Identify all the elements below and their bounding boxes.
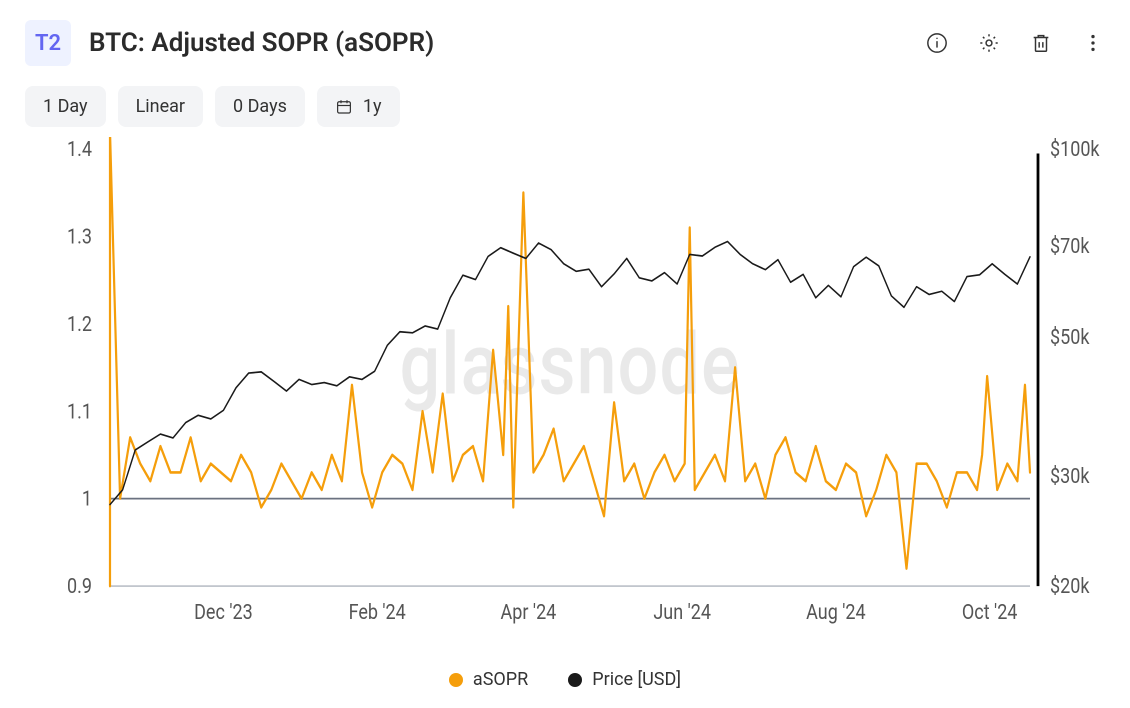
svg-text:1.3: 1.3: [67, 224, 92, 249]
svg-text:Apr '24: Apr '24: [501, 600, 557, 625]
ma-label: 0 Days: [233, 96, 287, 117]
svg-text:1.1: 1.1: [67, 399, 92, 424]
legend-item[interactable]: aSOPR: [449, 669, 528, 690]
svg-text:Jun '24: Jun '24: [653, 600, 711, 625]
tier-badge: T2: [25, 20, 71, 66]
svg-text:$20k: $20k: [1050, 574, 1089, 599]
svg-text:glassnode: glassnode: [399, 316, 740, 415]
resolution-select[interactable]: 1 Day: [25, 86, 106, 127]
legend-label: Price [USD]: [592, 669, 681, 690]
resolution-label: 1 Day: [43, 96, 88, 117]
svg-text:$30k: $30k: [1050, 464, 1089, 489]
trash-icon[interactable]: [1029, 31, 1053, 55]
svg-text:Oct '24: Oct '24: [962, 600, 1017, 625]
svg-text:1.2: 1.2: [67, 311, 92, 336]
more-icon[interactable]: [1081, 31, 1105, 55]
scale-label: Linear: [136, 96, 185, 117]
chart-title: BTC: Adjusted SOPR (aSOPR): [89, 28, 925, 58]
chart-controls: 1 Day Linear 0 Days 1y: [0, 86, 1130, 137]
chart-legend: aSOPR Price [USD]: [0, 657, 1130, 708]
header-actions: [925, 31, 1105, 55]
legend-label: aSOPR: [473, 669, 528, 690]
svg-text:Dec '23: Dec '23: [194, 600, 253, 625]
svg-text:Feb '24: Feb '24: [349, 600, 406, 625]
range-select[interactable]: 1y: [317, 86, 400, 127]
chart-area: glassnode 0.9 1 1.1 1.2 1.3 1.4 $20k $30k $50k $70…: [0, 137, 1130, 657]
svg-text:$100k: $100k: [1050, 137, 1100, 161]
range-label: 1y: [363, 96, 382, 117]
scale-select[interactable]: Linear: [118, 86, 203, 127]
svg-text:Aug '24: Aug '24: [806, 600, 865, 625]
legend-dot: [568, 673, 582, 687]
gear-icon[interactable]: [977, 31, 1001, 55]
legend-dot: [449, 673, 463, 687]
svg-text:$50k: $50k: [1050, 325, 1089, 350]
svg-text:0.9: 0.9: [67, 574, 92, 599]
info-icon[interactable]: [925, 31, 949, 55]
chart-header: T2 BTC: Adjusted SOPR (aSOPR): [0, 10, 1130, 86]
calendar-icon: [335, 98, 353, 116]
legend-item[interactable]: Price [USD]: [568, 669, 681, 690]
svg-text:1: 1: [82, 486, 92, 511]
ma-select[interactable]: 0 Days: [215, 86, 305, 127]
svg-text:1.4: 1.4: [67, 137, 92, 161]
chart-svg[interactable]: glassnode 0.9 1 1.1 1.2 1.3 1.4 $20k $30k $50k $70…: [25, 137, 1105, 657]
svg-text:$70k: $70k: [1050, 233, 1089, 258]
